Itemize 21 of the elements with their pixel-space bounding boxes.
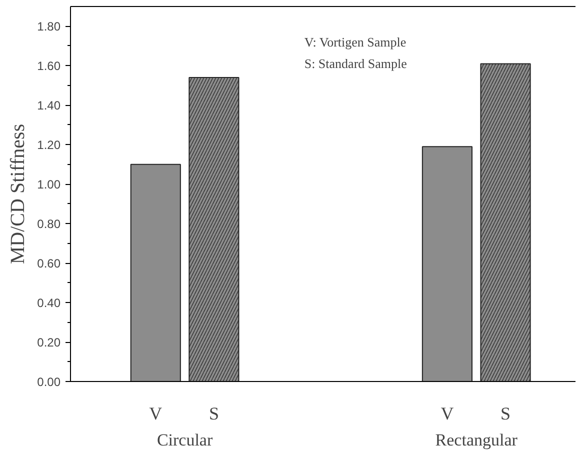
annotation: S: Standard Sample	[304, 56, 408, 72]
x-tick-label: V	[440, 404, 454, 424]
y-tick-label: 0.80	[37, 217, 61, 232]
y-tick-label: 1.20	[37, 138, 61, 152]
y-tick-label: 0.40	[37, 296, 61, 310]
annotation: V: Vortigen Sample	[304, 34, 406, 50]
text: Rectangular	[435, 430, 518, 450]
y-tick-label: 1.80	[37, 20, 61, 34]
bar	[130, 164, 181, 382]
x-tick-label: S	[208, 404, 219, 424]
y-tick-label: 0.60	[37, 256, 61, 271]
y-axis-title: MD/CD Stiffness	[7, 124, 30, 264]
y-tick-label: 1.60	[37, 59, 61, 74]
x-tick-label: S	[500, 404, 511, 424]
y-tick-label: 1.00	[37, 178, 61, 192]
y-tick-label: 0.20	[37, 336, 61, 350]
text: Circular	[156, 430, 213, 450]
x-tick-label: V	[149, 404, 162, 424]
y-tick-label: 0.00	[37, 375, 61, 389]
bar	[422, 146, 472, 382]
y-tick-label: 1.40	[37, 98, 61, 113]
